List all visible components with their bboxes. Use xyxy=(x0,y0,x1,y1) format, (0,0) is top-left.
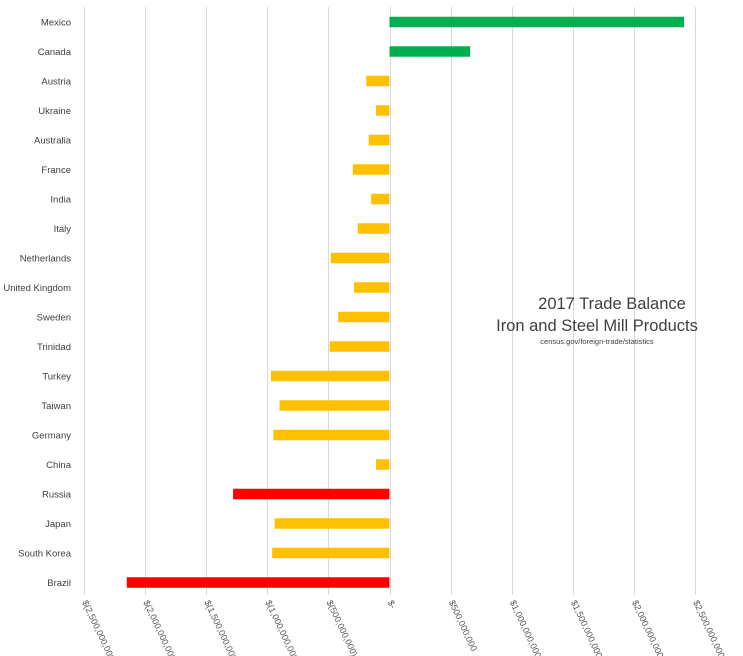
category-label: France xyxy=(41,165,71,176)
category-label: Japan xyxy=(45,519,71,530)
category-label: Ukraine xyxy=(38,106,71,117)
bar-mexico xyxy=(389,16,685,28)
bar-india xyxy=(371,193,390,205)
title-line-2: Iron and Steel Mill Products xyxy=(496,317,698,335)
x-tick-label: $(2,500,000,000) xyxy=(80,599,118,656)
title-line-1: 2017 Trade Balance xyxy=(538,295,686,313)
bar-russia xyxy=(233,488,390,500)
bar-sweden xyxy=(338,311,390,323)
bar-italy xyxy=(357,223,390,234)
bar-germany xyxy=(273,429,390,441)
x-tick-label: $(2,000,000,000) xyxy=(141,599,179,656)
bar-trinidad xyxy=(329,341,390,352)
x-tick-label: $1,000,000,000 xyxy=(508,599,544,656)
category-label: Mexico xyxy=(41,18,71,29)
x-tick-label: $(1,000,000,000) xyxy=(263,599,301,656)
bar-japan xyxy=(274,518,390,529)
bar-ukraine xyxy=(376,105,390,116)
bar-brazil xyxy=(126,577,390,588)
bar-china xyxy=(376,459,390,470)
category-label: Austria xyxy=(41,77,71,88)
bar-austria xyxy=(366,75,390,87)
category-label: Canada xyxy=(38,47,72,58)
x-tick-label: $1,500,000,000 xyxy=(569,599,605,656)
bar-france xyxy=(352,164,390,175)
bars xyxy=(126,16,685,588)
category-label: Trinidad xyxy=(37,342,71,353)
category-label: Russia xyxy=(42,490,72,501)
bar-australia xyxy=(368,134,390,146)
x-tick-label: $500,000,000 xyxy=(447,599,479,653)
category-label: India xyxy=(50,195,71,206)
bar-turkey xyxy=(270,370,390,382)
x-tick-labels: $(2,500,000,000) $(2,000,000,000) $(1,500,… xyxy=(80,599,727,656)
x-tick-label: $(1,500,000,000) xyxy=(202,599,240,656)
x-tick-label: $2,000,000,000 xyxy=(630,599,666,656)
x-tick-label: $- xyxy=(386,599,398,610)
category-label: Sweden xyxy=(37,313,71,324)
bar-netherlands xyxy=(330,252,390,264)
x-tick-label: $(500,000,000) xyxy=(325,599,360,656)
bar-south-korea xyxy=(272,547,390,559)
category-label: China xyxy=(46,460,72,471)
category-label: Australia xyxy=(34,136,72,147)
bar-taiwan xyxy=(279,400,390,411)
bar-canada xyxy=(389,46,471,57)
category-labels: Mexico Canada Austria Ukraine Australia Franc… xyxy=(3,18,71,590)
x-tick-label: $2,500,000,000 xyxy=(691,599,727,656)
category-label: United Kingdom xyxy=(3,283,71,294)
category-label: Netherlands xyxy=(20,254,71,265)
gridlines xyxy=(84,7,696,595)
bar-united-kingdom xyxy=(354,282,390,293)
category-label: Taiwan xyxy=(41,401,71,412)
chart-subtitle: census.gov/foreign-trade/statistics xyxy=(540,337,654,346)
category-label: South Korea xyxy=(18,549,72,560)
category-label: Brazil xyxy=(47,578,71,589)
category-label: Germany xyxy=(32,431,71,442)
chart-title: 2017 Trade Balance Iron and Steel Mill P… xyxy=(496,295,698,346)
category-label: Italy xyxy=(54,224,72,235)
category-label: Turkey xyxy=(42,372,71,383)
